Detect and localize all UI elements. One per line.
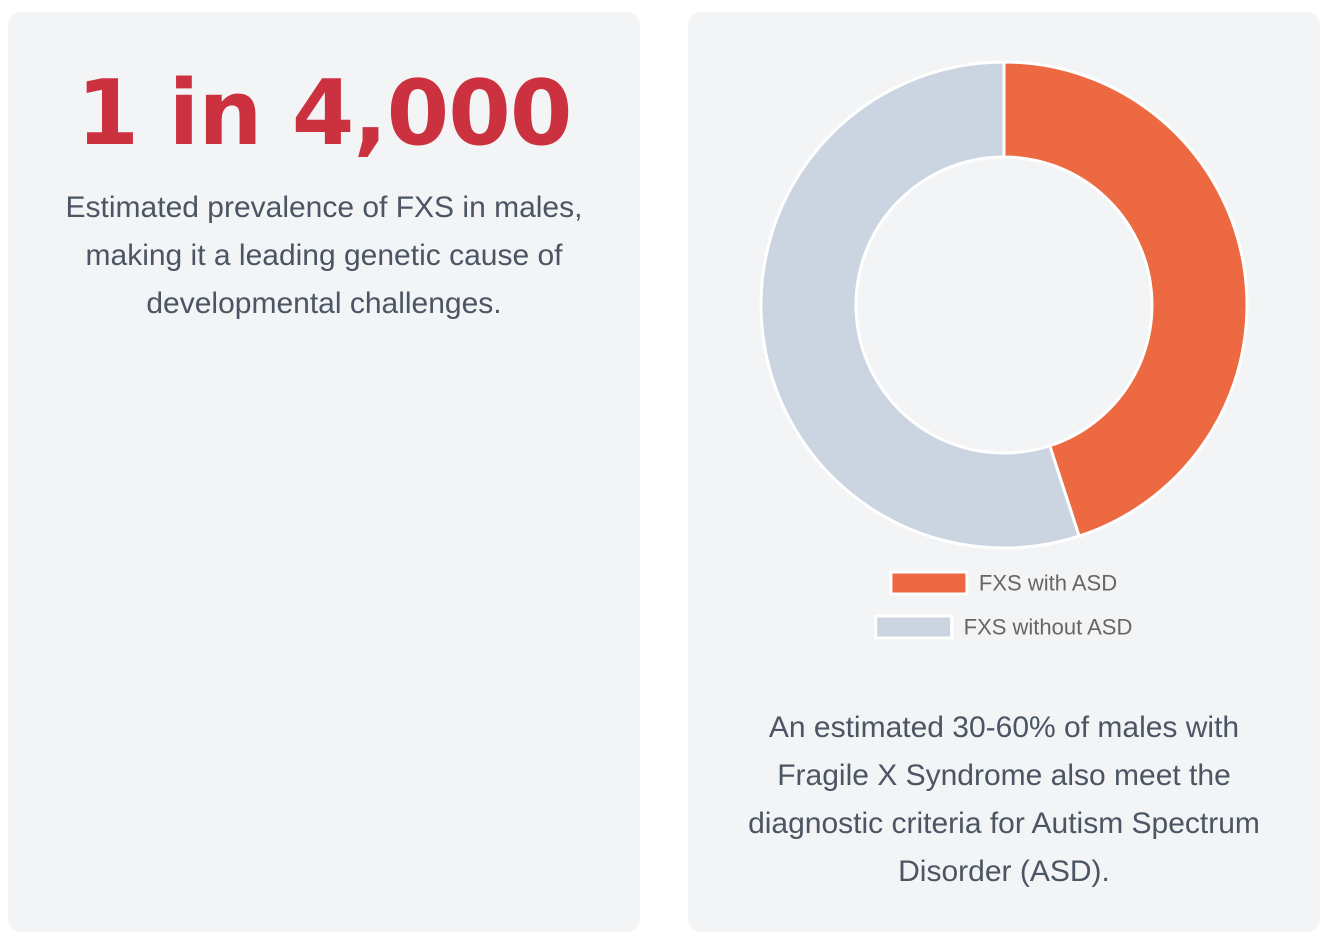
legend-label: FXS without ASD	[964, 615, 1133, 640]
doughnut-slice-fxs-without-asd[interactable]	[759, 60, 1081, 550]
asd-comorbidity-card: FXS with ASD FXS without ASD An estimated…	[688, 12, 1320, 932]
prevalence-description: Estimated prevalence of FXS in males, ma…	[65, 191, 583, 320]
doughnut-chart-container: FXS with ASD FXS without ASD	[688, 12, 1320, 672]
legend-item-fxs-with-asd[interactable]: FXS with ASD	[889, 570, 1117, 596]
legend-swatch	[889, 570, 969, 596]
prevalence-stat: 1 in 4,000	[76, 61, 573, 166]
legend-label: FXS with ASD	[979, 571, 1117, 596]
prevalence-card: 1 in 4,000 Estimated prevalence of FXS i…	[8, 12, 640, 932]
legend-item-fxs-without-asd[interactable]: FXS without ASD	[874, 614, 1133, 640]
legend-swatch	[874, 614, 954, 640]
asd-description: An estimated 30-60% of males with Fragil…	[748, 711, 1260, 888]
doughnut-chart: FXS with ASD FXS without ASD	[759, 60, 1249, 640]
doughnut-slice-fxs-with-asd[interactable]	[1002, 60, 1249, 538]
